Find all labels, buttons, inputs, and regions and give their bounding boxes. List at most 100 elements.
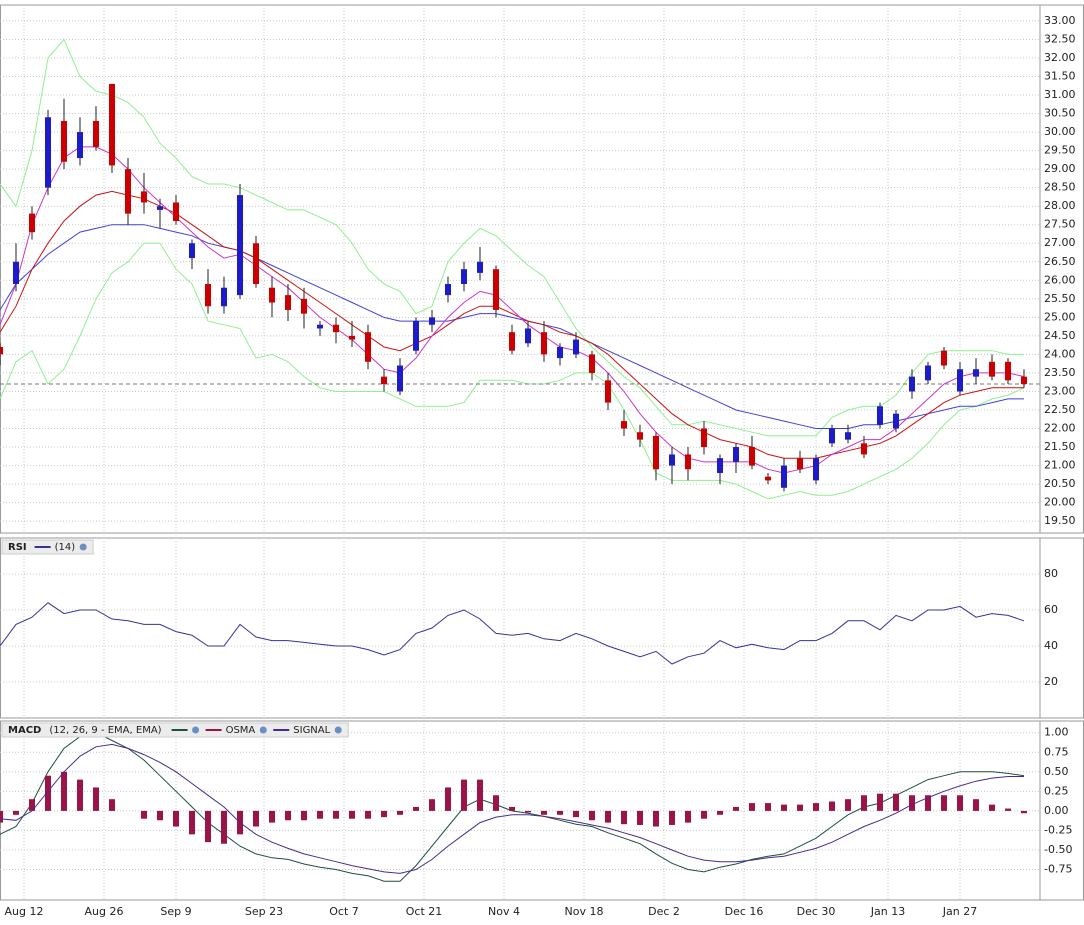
candle-body — [13, 261, 19, 285]
candle-body — [541, 332, 547, 355]
candle-body — [157, 206, 163, 210]
histogram-bar — [925, 795, 931, 811]
histogram-bar — [253, 810, 259, 827]
y-tick-label: 20 — [1044, 675, 1058, 688]
candle-body — [221, 287, 227, 307]
x-tick-label: Nov 18 — [565, 905, 604, 918]
candle-body — [301, 298, 307, 314]
candle-body — [317, 324, 323, 329]
y-tick-label: 1.00 — [1044, 726, 1069, 739]
panel-title: MACD — [8, 725, 41, 736]
y-tick-label: 27.50 — [1044, 218, 1076, 231]
y-tick-label: 25.50 — [1044, 292, 1076, 305]
legend-label: (14) — [55, 542, 76, 553]
candle-body — [845, 432, 851, 440]
histogram-bar — [781, 804, 787, 811]
panel-title: RSI — [8, 542, 27, 553]
y-tick-label: 23.00 — [1044, 384, 1076, 397]
histogram-bar — [93, 787, 99, 811]
y-tick-label: 30.50 — [1044, 107, 1076, 120]
y-tick-label: 30.00 — [1044, 125, 1076, 138]
x-tick-label: Oct 7 — [329, 905, 359, 918]
y-tick-label: 32.50 — [1044, 32, 1076, 45]
histogram-bar — [13, 810, 19, 815]
histogram-bar — [461, 779, 467, 811]
candle-body — [973, 369, 979, 377]
y-tick-label: 26.50 — [1044, 255, 1076, 268]
histogram-bar — [1021, 810, 1027, 814]
histogram-bar — [365, 810, 371, 819]
histogram-bar — [333, 810, 339, 819]
panel-frame — [0, 4, 1084, 534]
legend-icon — [192, 726, 200, 734]
histogram-bar — [397, 810, 403, 815]
candle-body — [237, 195, 243, 296]
legend-icon — [259, 726, 267, 734]
x-tick-label: Sep 23 — [245, 905, 283, 918]
legend-label: OSMA — [226, 725, 256, 736]
candle-body — [621, 421, 627, 429]
candle-body — [765, 476, 771, 481]
candle-body — [29, 213, 35, 233]
y-tick-label: 25.00 — [1044, 310, 1076, 323]
candle-body — [749, 447, 755, 466]
y-tick-label: 20.50 — [1044, 477, 1076, 490]
histogram-bar — [157, 810, 163, 821]
x-tick-label: Dec 2 — [648, 905, 680, 918]
candle-body — [45, 117, 51, 188]
y-tick-label: 32.00 — [1044, 51, 1076, 64]
y-tick-label: 23.50 — [1044, 366, 1076, 379]
y-tick-label: 40 — [1044, 639, 1058, 652]
histogram-bar — [685, 810, 691, 823]
candle-body — [829, 428, 835, 444]
histogram-bar — [653, 810, 659, 827]
histogram-bar — [445, 787, 451, 811]
histogram-bar — [493, 795, 499, 811]
candle-body — [861, 443, 867, 455]
histogram-bar — [477, 779, 483, 811]
x-tick-label: Oct 21 — [406, 905, 443, 918]
candle-body — [397, 365, 403, 392]
y-tick-label: 19.50 — [1044, 514, 1076, 527]
x-tick-label: Aug 12 — [5, 905, 44, 918]
x-tick-label: Aug 26 — [85, 905, 124, 918]
histogram-bar — [941, 795, 947, 811]
candle-body — [781, 465, 787, 488]
y-tick-label: 29.50 — [1044, 144, 1076, 157]
candle-body — [381, 376, 387, 385]
y-tick-label: -0.75 — [1044, 863, 1072, 876]
x-tick-label: Jan 13 — [870, 905, 905, 918]
x-tick-label: Sep 9 — [160, 905, 191, 918]
candle-body — [813, 458, 819, 481]
histogram-bar — [61, 771, 67, 811]
histogram-bar — [829, 801, 835, 811]
histogram-bar — [669, 810, 675, 825]
histogram-bar — [509, 806, 515, 811]
candle-body — [637, 432, 643, 440]
histogram-bar — [269, 810, 275, 823]
y-tick-label: 28.50 — [1044, 181, 1076, 194]
histogram-bar — [205, 810, 211, 843]
x-tick-label: Dec 30 — [797, 905, 836, 918]
candle-body — [429, 317, 435, 325]
y-tick-label: 26.00 — [1044, 273, 1076, 286]
histogram-bar — [381, 810, 387, 818]
histogram-bar — [877, 793, 883, 811]
histogram-bar — [621, 810, 627, 825]
y-tick-label: 27.00 — [1044, 236, 1076, 249]
histogram-bar — [557, 810, 563, 815]
series-line — [0, 732, 1025, 882]
histogram-bar — [77, 779, 83, 811]
candle-body — [349, 335, 355, 340]
y-tick-label: 0.00 — [1044, 804, 1069, 817]
candle-body — [1005, 361, 1011, 381]
series-line — [0, 190, 1024, 459]
histogram-bar — [573, 810, 579, 818]
candle-body — [285, 295, 291, 310]
candle-body — [989, 361, 995, 377]
histogram-bar — [29, 799, 35, 811]
histogram-bar — [637, 810, 643, 825]
candle-body — [589, 354, 595, 373]
histogram-bar — [301, 810, 307, 821]
histogram-bar — [701, 810, 707, 819]
